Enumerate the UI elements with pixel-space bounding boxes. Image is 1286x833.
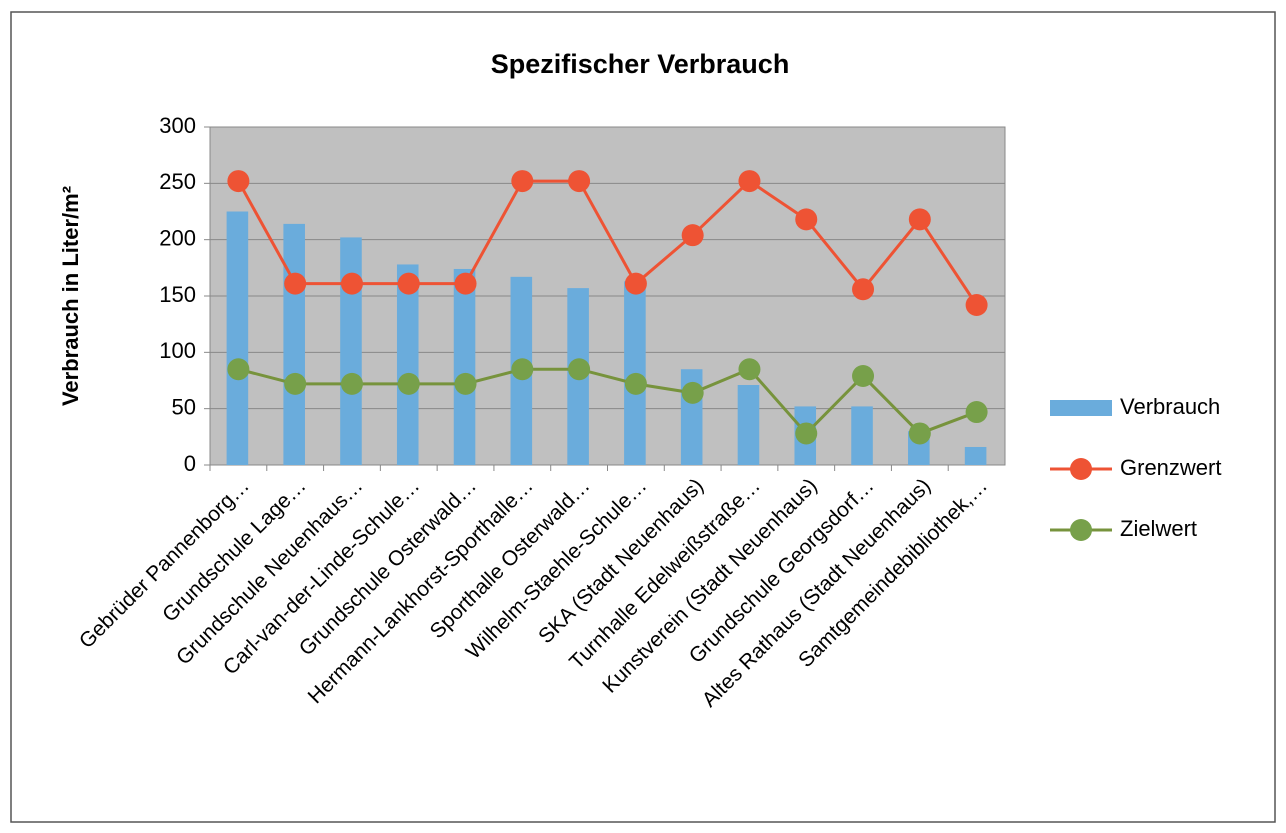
marker bbox=[681, 224, 704, 247]
marker bbox=[568, 170, 591, 193]
marker bbox=[227, 170, 250, 193]
marker bbox=[340, 272, 363, 295]
marker bbox=[795, 208, 818, 231]
legend-label: Zielwert bbox=[1120, 516, 1197, 541]
marker bbox=[397, 372, 420, 395]
marker bbox=[908, 208, 931, 231]
marker bbox=[340, 372, 363, 395]
legend-label: Grenzwert bbox=[1120, 455, 1221, 480]
marker bbox=[965, 401, 988, 424]
marker bbox=[511, 170, 534, 193]
bar bbox=[964, 446, 987, 465]
legend-swatch bbox=[1050, 400, 1112, 416]
marker bbox=[454, 372, 477, 395]
bar bbox=[340, 237, 362, 465]
marker bbox=[965, 294, 988, 317]
y-tick-label: 50 bbox=[172, 394, 196, 419]
y-tick-label: 200 bbox=[159, 225, 196, 250]
bar bbox=[396, 264, 419, 465]
marker bbox=[738, 170, 761, 193]
y-tick-label: 150 bbox=[159, 282, 196, 307]
marker bbox=[852, 364, 875, 387]
marker bbox=[624, 272, 647, 295]
legend-marker bbox=[1070, 458, 1092, 480]
marker bbox=[738, 358, 761, 381]
marker bbox=[284, 272, 307, 295]
marker bbox=[624, 372, 647, 395]
bar bbox=[851, 406, 873, 465]
legend-marker bbox=[1070, 519, 1092, 541]
bar bbox=[453, 268, 476, 465]
y-axis-label: Verbrauch in Liter/m² bbox=[58, 186, 83, 406]
marker bbox=[397, 272, 420, 295]
marker bbox=[568, 358, 591, 381]
bar bbox=[737, 385, 760, 465]
y-tick-label: 0 bbox=[184, 451, 196, 476]
marker bbox=[852, 278, 875, 301]
bar bbox=[226, 211, 249, 465]
marker bbox=[227, 358, 250, 381]
marker bbox=[681, 381, 704, 404]
marker bbox=[795, 422, 818, 445]
marker bbox=[284, 372, 307, 395]
y-tick-label: 250 bbox=[159, 169, 196, 194]
legend-label: Verbrauch bbox=[1120, 394, 1220, 419]
marker bbox=[454, 272, 477, 295]
marker bbox=[511, 358, 534, 381]
y-tick-label: 100 bbox=[159, 338, 196, 363]
bar bbox=[283, 223, 305, 465]
marker bbox=[908, 422, 931, 445]
chart-title: Spezifischer Verbrauch bbox=[491, 49, 790, 79]
y-tick-label: 300 bbox=[159, 113, 196, 138]
